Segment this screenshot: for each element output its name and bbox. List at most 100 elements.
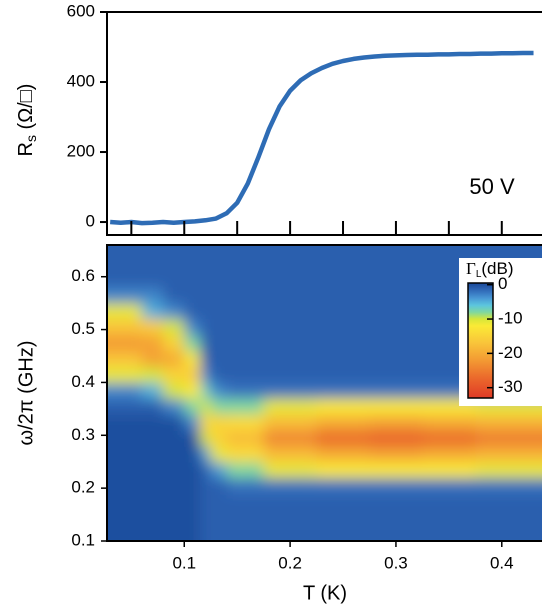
heatmap-cell: [141, 430, 164, 447]
heatmap-cell: [184, 382, 201, 399]
heatmap-cell: [184, 287, 201, 304]
heatmap-cell: [226, 382, 265, 399]
heatmap-cell: [200, 509, 212, 526]
heatmap-cell: [517, 461, 542, 479]
heatmap-cell: [210, 461, 228, 479]
heatmap-cell: [210, 245, 228, 257]
heatmap-cell: [200, 334, 212, 352]
heatmap-cell: [200, 461, 212, 479]
heatmap-cell: [226, 461, 265, 479]
heatmap-cell: [184, 509, 201, 526]
heatmap-cell: [210, 319, 228, 336]
heatmap-cell: [369, 287, 423, 304]
heatmap-cell: [141, 245, 164, 257]
heatmap-cell: [369, 245, 423, 257]
heatmap-cell: [184, 245, 201, 257]
heatmap-cell: [200, 287, 212, 304]
heatmap-cell: [200, 382, 212, 399]
heatmap-cell: [263, 398, 318, 415]
heatmap-cell: [120, 303, 143, 320]
x-tick-label: 0.1: [172, 553, 196, 572]
y-tick-label: 600: [67, 1, 95, 20]
heatmap-cell: [107, 366, 122, 383]
heatmap-cell: [263, 525, 318, 541]
heatmap-cell: [226, 398, 265, 415]
heatmap-cell: [263, 319, 318, 336]
heatmap-cell: [226, 366, 265, 383]
heatmap-cell: [184, 398, 201, 415]
colorbar-label-part: (dB): [481, 259, 513, 278]
heatmap-cell: [141, 334, 164, 352]
heatmap-cell: [210, 350, 228, 368]
heatmap-cell: [107, 245, 122, 257]
heatmap-cell: [200, 245, 212, 257]
heatmap-cell: [163, 287, 185, 304]
heatmap-cell: [263, 287, 318, 304]
heatmap-cell: [316, 366, 370, 383]
heatmap-cell: [107, 287, 122, 304]
heatmap-cell: [475, 509, 519, 526]
y-tick-label: 0.1: [71, 530, 95, 549]
heatmap-cell: [141, 271, 164, 288]
heatmap-cell: [200, 525, 212, 541]
y-tick-label: 0.5: [71, 319, 95, 338]
colorbar-tick-label: 0: [498, 274, 507, 293]
heatmap-cell: [226, 445, 265, 463]
heatmap-cell: [226, 525, 265, 541]
heatmap-cell: [369, 461, 423, 479]
heatmap-cell: [517, 477, 542, 494]
heatmap-cell: [263, 509, 318, 526]
heatmap-cell: [316, 350, 370, 368]
y-tick-label: 0.4: [71, 372, 95, 391]
y-axis-label: Rs (Ω/□): [15, 84, 38, 157]
heatmap-cell: [369, 255, 423, 272]
heatmap-cell: [316, 493, 370, 510]
heatmap-cell: [369, 350, 423, 368]
heatmap-cell: [316, 430, 370, 447]
heatmap-cell: [141, 461, 164, 479]
x-tick-label: 0.3: [384, 553, 408, 572]
heatmap-cell: [200, 271, 212, 288]
heatmap-cell: [107, 319, 122, 336]
heatmap-cell: [517, 509, 542, 526]
heatmap-cell: [210, 398, 228, 415]
heatmap-cell: [200, 366, 212, 383]
heatmap-cell: [184, 430, 201, 447]
heatmap-cell: [141, 382, 164, 399]
heatmap-cell: [163, 334, 185, 352]
heatmap-cell: [210, 271, 228, 288]
colorbar-tick-label: -20: [498, 343, 523, 362]
heatmap-cell: [422, 509, 476, 526]
heatmap-cell: [422, 525, 476, 541]
heatmap-cell: [184, 477, 201, 494]
heatmap-cell: [316, 334, 370, 352]
heatmap-cell: [107, 477, 122, 494]
heatmap-cell: [263, 493, 318, 510]
heatmap-cell: [107, 334, 122, 352]
heatmap-cell: [263, 445, 318, 463]
heatmap-cell: [120, 398, 143, 415]
heatmap-cell: [120, 287, 143, 304]
heatmap-cell: [369, 525, 423, 541]
heatmap-cell: [120, 382, 143, 399]
heatmap-cell: [226, 245, 265, 257]
colorbar-label: ΓL(dB): [466, 259, 514, 280]
heatmap-cell: [226, 255, 265, 272]
heatmap-cell: [107, 493, 122, 510]
heatmap-cell: [316, 525, 370, 541]
heatmap-cell: [369, 493, 423, 510]
heatmap-cell: [141, 414, 164, 431]
heatmap-cell: [200, 414, 212, 431]
heatmap-cell: [369, 477, 423, 494]
heatmap-cell: [422, 477, 476, 494]
heatmap-cell: [226, 319, 265, 336]
x-axis-label: T (K): [303, 582, 347, 604]
heatmap-area: [107, 245, 542, 541]
heatmap-cell: [475, 445, 519, 463]
heatmap-cell: [184, 271, 201, 288]
heatmap-cell: [210, 303, 228, 320]
heatmap-cell: [369, 366, 423, 383]
heatmap-cell: [184, 350, 201, 368]
heatmap-cell: [316, 382, 370, 399]
